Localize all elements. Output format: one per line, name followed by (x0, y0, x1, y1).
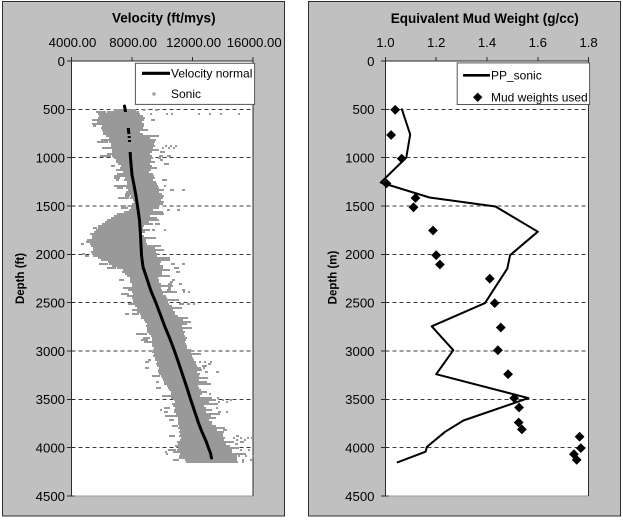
svg-text:Velocity normal: Velocity normal (171, 67, 252, 81)
svg-text:4500: 4500 (345, 489, 374, 504)
svg-text:500: 500 (43, 102, 65, 117)
svg-text:16000.00: 16000.00 (227, 35, 282, 50)
svg-text:4000: 4000 (36, 441, 65, 456)
svg-text:Mud weights used: Mud weights used (491, 90, 588, 104)
svg-text:3500: 3500 (36, 392, 65, 407)
svg-text:0: 0 (58, 54, 65, 69)
svg-text:2500: 2500 (345, 296, 374, 311)
svg-text:1500: 1500 (36, 199, 65, 214)
svg-text:12000.00: 12000.00 (166, 35, 221, 50)
svg-text:Depth (ft): Depth (ft) (15, 253, 27, 304)
svg-text:Depth (m): Depth (m) (328, 251, 340, 305)
svg-text:0: 0 (367, 54, 374, 69)
svg-text:PP_sonic: PP_sonic (491, 68, 542, 82)
svg-text:4000: 4000 (345, 441, 374, 456)
svg-text:3000: 3000 (345, 344, 374, 359)
svg-text:1.4: 1.4 (478, 35, 496, 50)
svg-text:2000: 2000 (36, 247, 65, 262)
svg-text:1000: 1000 (36, 151, 65, 166)
svg-text:Equivalent Mud Weight (g/cc): Equivalent Mud Weight (g/cc) (391, 11, 579, 26)
svg-text:1.6: 1.6 (529, 35, 547, 50)
svg-text:4000.00: 4000.00 (49, 35, 97, 50)
svg-text:2000: 2000 (345, 247, 374, 262)
svg-text:4500: 4500 (36, 489, 65, 504)
svg-text:2500: 2500 (36, 296, 65, 311)
svg-text:1.8: 1.8 (579, 35, 597, 50)
svg-text:8000.00: 8000.00 (109, 35, 157, 50)
svg-text:3500: 3500 (345, 392, 374, 407)
svg-text:1.0: 1.0 (376, 35, 394, 50)
svg-text:500: 500 (352, 102, 374, 117)
svg-text:3000: 3000 (36, 344, 65, 359)
svg-text:Velocity (ft/mys): Velocity (ft/mys) (112, 10, 216, 25)
svg-text:Sonic: Sonic (171, 87, 201, 101)
svg-text:1000: 1000 (345, 151, 374, 166)
svg-text:1.2: 1.2 (427, 35, 445, 50)
svg-text:1500: 1500 (345, 199, 374, 214)
